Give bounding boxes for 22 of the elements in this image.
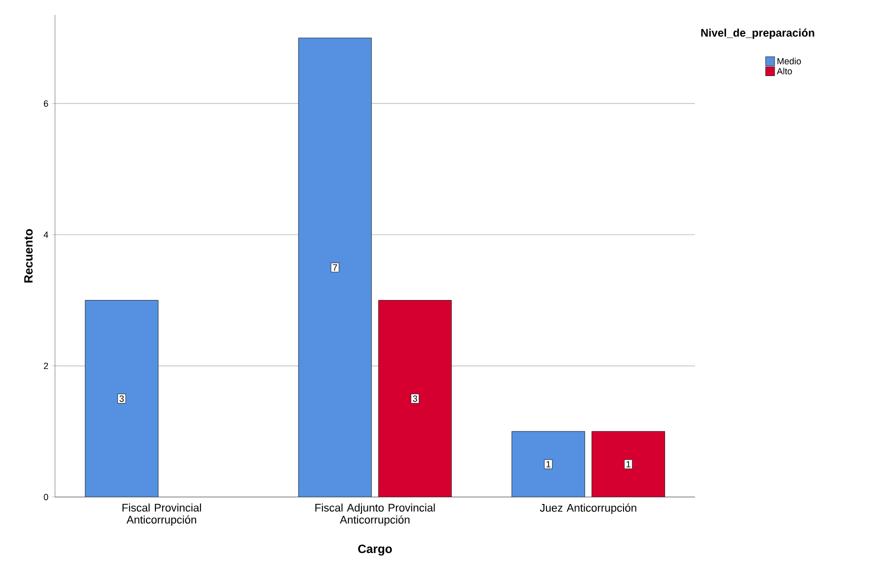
- data-label: 7: [332, 264, 338, 271]
- data-label: 3: [120, 395, 124, 402]
- legend-title: Nivel_de_preparación: [701, 28, 814, 39]
- bar: [84, 300, 158, 497]
- data-label: 1: [626, 461, 630, 468]
- y-axis-title: Recuento: [24, 229, 33, 283]
- legend-label: Alto: [776, 68, 792, 74]
- y-tick-label: 2: [44, 362, 48, 369]
- bar: [378, 300, 452, 497]
- legend-label: Medio: [778, 58, 801, 64]
- y-tick-label: 6: [44, 100, 48, 107]
- x-tick-label: Fiscal Adjunto Provincial Anticorrupción: [315, 504, 435, 526]
- data-label: 3: [412, 395, 418, 402]
- x-tick-label: Juez Anticorrupción: [540, 504, 636, 514]
- y-tick-label: 4: [44, 232, 48, 238]
- y-tick-label: 0: [44, 494, 48, 500]
- data-label: 1: [546, 461, 550, 468]
- x-tick-label: Fiscal Provincial Anticorrupción: [122, 504, 201, 526]
- x-axis-title: Cargo: [358, 544, 392, 556]
- bar: [298, 38, 372, 497]
- bar: [592, 431, 666, 497]
- bar: [512, 431, 586, 497]
